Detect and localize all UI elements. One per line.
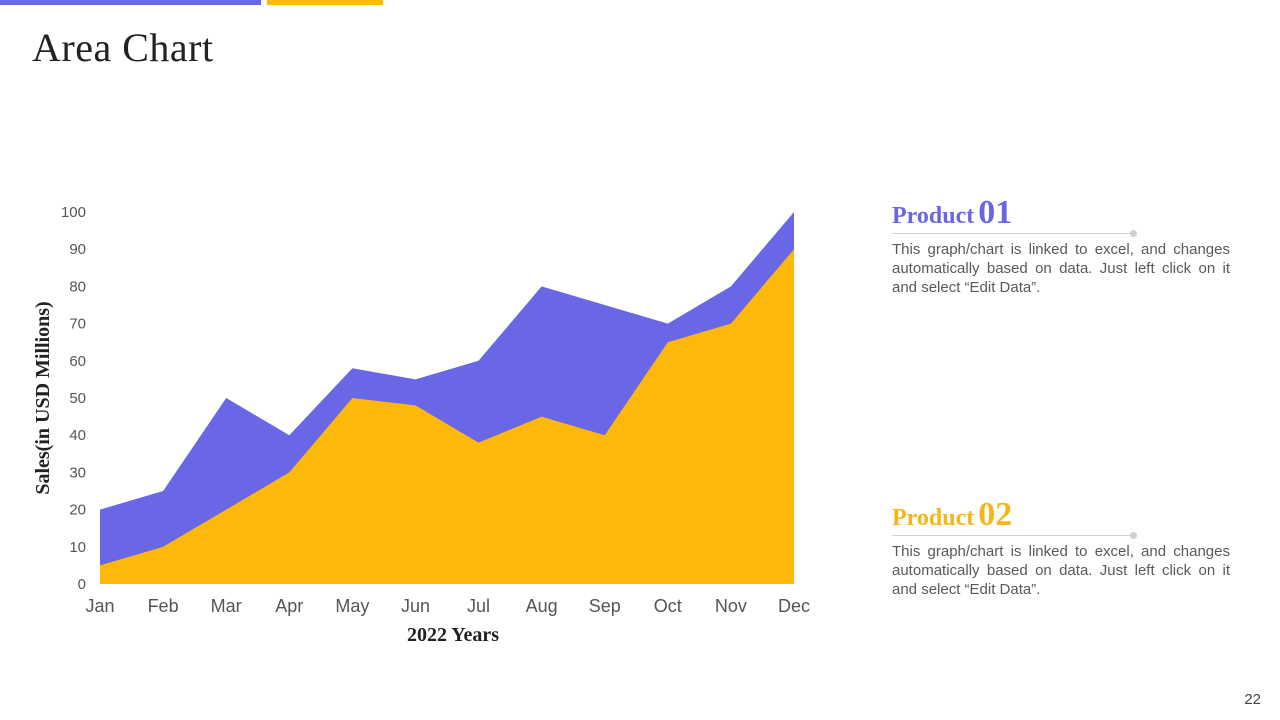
area-series-2[interactable]	[100, 249, 794, 584]
y-tick-label: 60	[69, 353, 86, 370]
divider-dot-icon	[1130, 230, 1137, 237]
x-tick-label: Dec	[778, 596, 810, 616]
x-tick-label: May	[335, 596, 369, 616]
y-tick-label: 50	[69, 390, 86, 407]
x-tick-label: Feb	[148, 596, 179, 616]
x-tick-label: Jun	[401, 596, 430, 616]
y-tick-label: 0	[78, 576, 86, 593]
product-02-label: Product	[892, 505, 975, 531]
page-title: Area Chart	[32, 25, 214, 70]
product-01-description: This graph/chart is linked to excel, and…	[892, 241, 1230, 296]
y-tick-label: 90	[69, 241, 86, 258]
x-tick-label: Aug	[526, 596, 558, 616]
x-tick-label: Apr	[275, 596, 303, 616]
x-tick-label: Jul	[467, 596, 490, 616]
x-tick-label: Oct	[654, 596, 682, 616]
x-tick-label: Jan	[85, 596, 114, 616]
product-02-divider	[892, 532, 1137, 539]
product-02-number: 02	[978, 496, 1013, 533]
product-01-divider	[892, 230, 1137, 237]
product-01-number: 01	[978, 194, 1013, 231]
divider-dot-icon	[1130, 532, 1137, 539]
top-accent-bar-yellow	[267, 0, 383, 5]
y-tick-label: 20	[69, 502, 86, 519]
y-tick-label: 70	[69, 316, 86, 333]
y-tick-label: 30	[69, 464, 86, 481]
product-01-legend: Product 01 This graph/chart is linked to …	[892, 196, 1232, 297]
x-tick-label: Sep	[589, 596, 621, 616]
y-tick-label: 10	[69, 539, 86, 556]
page-number: 22	[1244, 691, 1261, 708]
product-01-heading: Product 01	[892, 196, 1232, 230]
y-tick-label: 100	[61, 204, 86, 221]
y-tick-label: 80	[69, 278, 86, 295]
top-accent-bar-purple	[0, 0, 261, 5]
x-tick-label: Mar	[211, 596, 242, 616]
product-02-heading: Product 02	[892, 498, 1232, 532]
x-axis-title: 2022 Years	[407, 624, 499, 646]
x-tick-label: Nov	[715, 596, 747, 616]
y-tick-label: 40	[69, 427, 86, 444]
product-02-legend: Product 02 This graph/chart is linked to …	[892, 498, 1232, 599]
product-01-label: Product	[892, 203, 975, 229]
product-02-description: This graph/chart is linked to excel, and…	[892, 543, 1230, 598]
y-axis-title: Sales(in USD Millions)	[32, 301, 54, 494]
